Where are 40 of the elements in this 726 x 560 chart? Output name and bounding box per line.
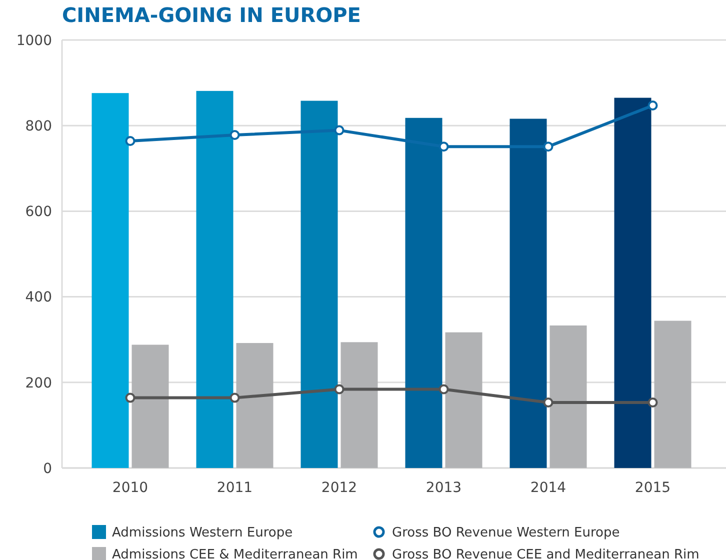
x-tick-label: 2011 [216,480,253,496]
point [125,136,136,146]
bar [445,332,482,468]
point [543,398,554,408]
point [438,142,449,152]
point [230,392,240,403]
y-tick-label: 200 [25,375,52,392]
bar [196,90,234,468]
bar [340,342,378,468]
point [438,384,449,394]
point [648,100,658,110]
bar [132,344,169,468]
legend-label: Gross BO Revenue Western Europe [392,526,620,541]
bar [300,100,338,468]
bar [510,118,547,468]
x-tick-label: 2014 [530,480,566,496]
legend-label: Admissions Western Europe [112,526,293,541]
bar [654,320,692,468]
point [648,398,658,408]
x-tick-label: 2012 [321,480,358,496]
bar [614,98,652,468]
legend-label: Gross BO Revenue CEE and Mediterranean Rim [392,548,700,560]
y-tick-label: 1000 [16,32,52,49]
point [334,125,344,136]
x-tick-label: 2013 [426,480,462,496]
bar [550,325,587,468]
point [334,384,344,394]
point [125,392,136,403]
chart-title: CINEMA-GOING IN EUROPE [62,3,361,27]
y-tick-label: 600 [25,204,52,220]
x-tick-label: 2015 [634,480,671,496]
y-tick-label: 400 [25,290,52,306]
legend-label: Admissions CEE & Mediterranean Rim [112,548,358,560]
y-tick-label: 0 [43,460,52,477]
bar [236,343,274,468]
point [543,142,554,152]
x-tick-label: 2010 [112,480,148,496]
point [230,130,240,140]
bar [92,93,129,468]
y-tick-label: 800 [25,118,52,134]
